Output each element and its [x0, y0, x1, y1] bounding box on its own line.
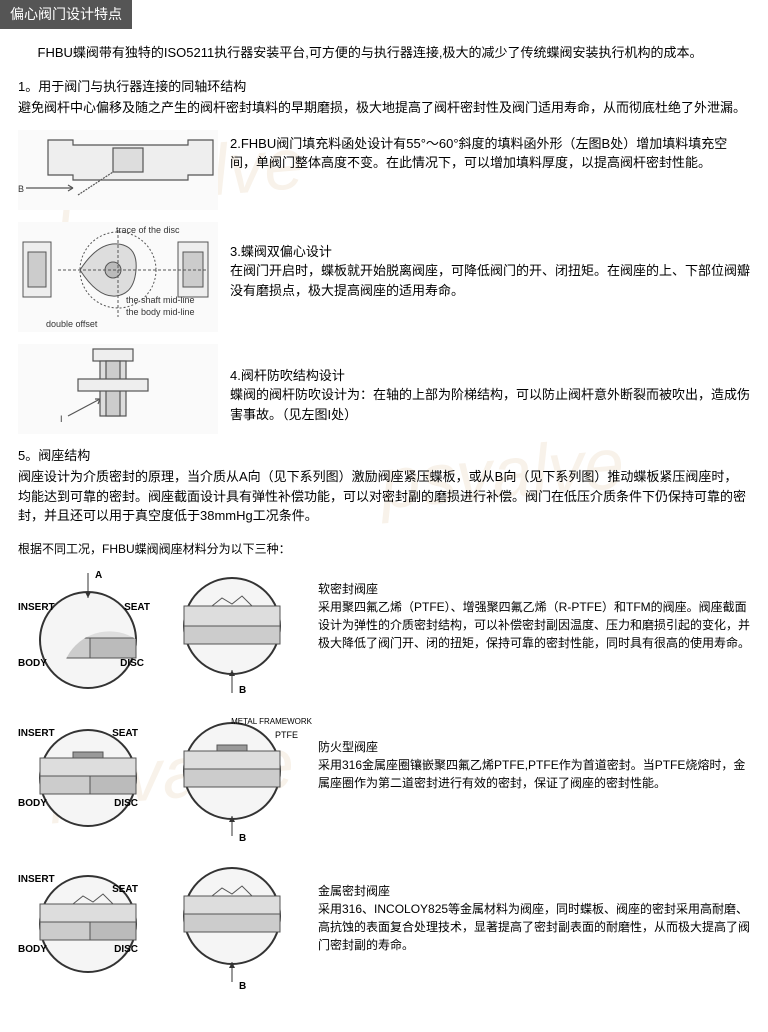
- section-3-body: 在阀门开启时，蝶板就开始脱离阀座，可降低阀门的开、闭扭矩。在阀座的上、下部位阀瓣…: [230, 261, 750, 300]
- label-ptfe: PTFE: [275, 729, 298, 743]
- seat-2-text: 防火型阀座 采用316金属座圈镶嵌聚四氟乙烯PTFE,PTFE作为首道密封。当P…: [318, 716, 750, 792]
- seat-3-circle: INSERT SEAT BODY DISC: [18, 864, 158, 994]
- label-offset: double offset: [46, 318, 97, 332]
- label-i: I: [60, 414, 63, 424]
- page-title: 偏心阀门设计特点: [0, 0, 132, 29]
- label-disc: DISC: [114, 796, 138, 811]
- label-metal: METAL FRAMEWORK: [231, 716, 312, 728]
- label-trace: trace of the disc: [116, 224, 180, 238]
- label-body: BODY: [18, 656, 47, 671]
- seat-3-row: INSERT SEAT BODY DISC B 金属密封阀座 采用316、INC…: [18, 864, 750, 994]
- label-disc: DISC: [114, 942, 138, 957]
- section-1-body: 避免阀杆中心偏移及随之产生的阀杆密封填料的早期磨损，极大地提高了阀杆密封性及阀门…: [18, 98, 750, 118]
- section-5-caption: 根据不同工况，FHBU蝶阀阀座材料分为以下三种：: [18, 540, 750, 558]
- section-3-row: trace of the disc the shaft mid-line the…: [18, 222, 750, 332]
- section-4-title: 4.阀杆防吹结构设计: [230, 366, 750, 386]
- diagram-section-4: I: [18, 344, 218, 434]
- seat-1-text: 软密封阀座 采用聚四氟乙烯（PTFE）、增强聚四氟乙烯（R-PTFE）和TFM的…: [318, 568, 750, 652]
- label-body: BODY: [18, 796, 47, 811]
- label-insert: INSERT: [18, 872, 55, 887]
- seat-3-text: 金属密封阀座 采用316、INCOLOY825等金属材料为阀座，同时蝶板、阀座的…: [318, 864, 750, 954]
- section-2-title: 2.FHBU阀门填充料函处设计有55°～60°斜度的填料函外形（左图B处）增加填…: [230, 134, 750, 173]
- section-3-title: 3.蝶阀双偏心设计: [230, 242, 750, 262]
- seat-2-diagrams: INSERT SEAT BODY DISC METAL FRAMEWORK PT…: [18, 716, 308, 846]
- section-3-text: 3.蝶阀双偏心设计 在阀门开启时，蝶板就开始脱离阀座，可降低阀门的开、闭扭矩。在…: [230, 222, 750, 301]
- label-insert: INSERT: [18, 726, 55, 741]
- label-seat: SEAT: [112, 882, 138, 897]
- seat-1-circle-b: B: [162, 568, 302, 698]
- diagram-section-3: trace of the disc the shaft mid-line the…: [18, 222, 218, 332]
- section-4-text: 4.阀杆防吹结构设计 蝶阀的阀杆防吹设计为：在轴的上部为阶梯结构，可以防止阀杆意…: [230, 344, 750, 425]
- seat-1-title: 软密封阀座: [318, 580, 750, 598]
- intro-text: FHBU蝶阀带有独特的ISO5211执行器安装平台,可方便的与执行器连接,极大的…: [18, 43, 750, 63]
- seat-3-body: 采用316、INCOLOY825等金属材料为阀座，同时蝶板、阀座的密封采用高耐磨…: [318, 900, 750, 954]
- label-seat: SEAT: [124, 600, 150, 615]
- section-2-text: 2.FHBU阀门填充料函处设计有55°～60°斜度的填料函外形（左图B处）增加填…: [230, 130, 750, 173]
- label-b: B: [239, 683, 246, 698]
- seat-3-circle-b: B: [162, 864, 302, 994]
- section-4-row: I 4.阀杆防吹结构设计 蝶阀的阀杆防吹设计为：在轴的上部为阶梯结构，可以防止阀…: [18, 344, 750, 434]
- seat-1-body: 采用聚四氟乙烯（PTFE）、增强聚四氟乙烯（R-PTFE）和TFM的阀座。阀座截…: [318, 598, 750, 652]
- section-5-body: 阀座设计为介质密封的原理，当介质从A向（见下系列图）激励阀座紧压蝶板，或从B向（…: [18, 467, 750, 526]
- label-b: B: [18, 184, 24, 194]
- seat-1-circle: A INSERT SEAT BODY DISC: [18, 568, 158, 698]
- seat-2-title: 防火型阀座: [318, 738, 750, 756]
- seat-3-title: 金属密封阀座: [318, 882, 750, 900]
- seat-3-diagrams: INSERT SEAT BODY DISC B: [18, 864, 308, 994]
- label-a: A: [95, 568, 102, 583]
- label-disc: DISC: [120, 656, 144, 671]
- label-insert: INSERT: [18, 600, 55, 615]
- label-body: BODY: [18, 942, 47, 957]
- seat-2-circle: INSERT SEAT BODY DISC: [18, 716, 158, 846]
- section-1-title: 1。用于阀门与执行器连接的同轴环结构: [18, 77, 750, 97]
- label-seat: SEAT: [112, 726, 138, 741]
- label-b: B: [239, 979, 246, 994]
- section-2-row: B 2.FHBU阀门填充料函处设计有55°～60°斜度的填料函外形（左图B处）增…: [18, 130, 750, 210]
- seat-1-diagrams: A INSERT SEAT BODY DISC B: [18, 568, 308, 698]
- diagram-section-2: B: [18, 130, 218, 210]
- section-4-body: 蝶阀的阀杆防吹设计为：在轴的上部为阶梯结构，可以防止阀杆意外断裂而被吹出，造成伤…: [230, 385, 750, 424]
- label-body-mid: the body mid-line: [126, 306, 195, 320]
- seat-2-circle-b: METAL FRAMEWORK PTFE B: [162, 716, 302, 846]
- seat-2-row: INSERT SEAT BODY DISC METAL FRAMEWORK PT…: [18, 716, 750, 846]
- seat-1-row: A INSERT SEAT BODY DISC B 软密封阀座 采用聚四氟乙烯（…: [18, 568, 750, 698]
- label-b: B: [239, 831, 246, 846]
- seat-2-body: 采用316金属座圈镶嵌聚四氟乙烯PTFE,PTFE作为首道密封。当PTFE烧熔时…: [318, 756, 750, 792]
- section-5-title: 5。阀座结构: [18, 446, 750, 466]
